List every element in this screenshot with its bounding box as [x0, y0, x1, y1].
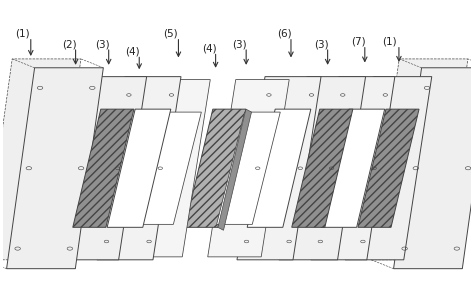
Polygon shape [208, 79, 289, 257]
Text: (3): (3) [95, 39, 109, 49]
Polygon shape [138, 112, 201, 224]
Polygon shape [279, 77, 365, 260]
Polygon shape [60, 77, 146, 260]
Text: (1): (1) [15, 29, 29, 39]
Polygon shape [247, 109, 311, 227]
Polygon shape [7, 68, 103, 269]
Polygon shape [73, 109, 134, 227]
Text: (3): (3) [314, 39, 328, 49]
Text: (7): (7) [351, 37, 365, 47]
Polygon shape [217, 112, 280, 224]
Polygon shape [97, 77, 181, 260]
Polygon shape [321, 109, 385, 227]
Polygon shape [129, 79, 210, 257]
Text: (4): (4) [201, 44, 216, 54]
Polygon shape [311, 77, 395, 260]
Polygon shape [393, 68, 474, 269]
Polygon shape [218, 109, 252, 230]
Polygon shape [0, 59, 81, 260]
Text: (1): (1) [383, 37, 397, 47]
Text: (3): (3) [232, 39, 247, 49]
Polygon shape [292, 109, 353, 227]
Text: (2): (2) [62, 39, 76, 49]
Text: (6): (6) [277, 29, 292, 39]
Text: (4): (4) [125, 47, 140, 57]
Text: (5): (5) [164, 29, 178, 39]
Polygon shape [237, 77, 321, 260]
Polygon shape [371, 59, 468, 260]
Polygon shape [107, 109, 171, 227]
Polygon shape [345, 77, 432, 260]
Polygon shape [358, 109, 419, 227]
Polygon shape [185, 109, 246, 227]
